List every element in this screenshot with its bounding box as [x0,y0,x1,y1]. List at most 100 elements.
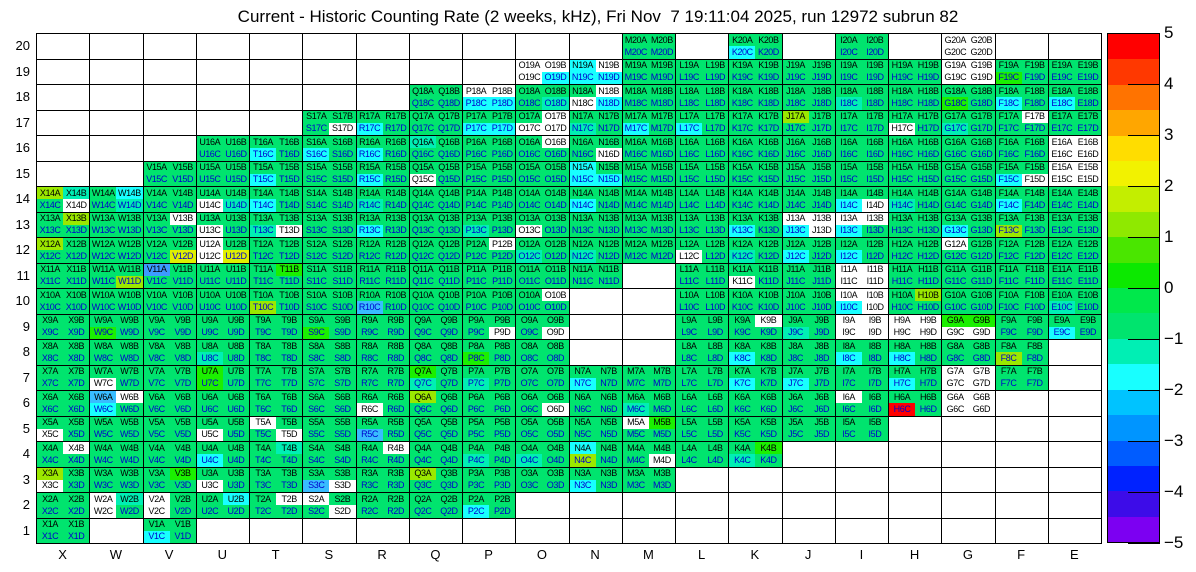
channel-m19c: M19C [622,71,649,84]
cell-m12: M12A M12B M12C M12D [622,238,676,264]
y-tick-label-15: 15 [15,165,30,181]
cell-h8: H8A H8B H8C H8D [889,340,943,366]
cell-q8: Q8A Q8B Q8C Q8D [409,340,463,366]
cell-o17: O17A O17B O17C O17D [516,110,570,136]
cell-e3 [1048,467,1102,493]
channel-g8d: G8D [968,352,995,365]
channel-o9c: O9C [516,326,543,339]
channel-i18b: I18B [861,85,888,98]
cell-g19: G19A G19B G19C G19D [942,59,996,85]
channel-l16c: L16C [676,148,703,161]
cell-h15: H15A H15B H15C H15D [889,161,943,187]
cell-e5 [1048,416,1102,442]
channel-v11b: V11B [169,263,196,276]
channel-o3b: O3B [542,467,569,480]
cell-j16: J16A J16B J16C J16D [782,136,836,162]
channel-g9a: G9A [942,314,969,327]
x-tick-label-n: N [590,547,600,562]
channel-u8c: U8C [196,352,223,365]
y-tick-label-1: 1 [22,522,30,538]
channel-q11c: Q11C [409,275,436,288]
channel-f9b: F9B [1021,314,1048,327]
channel-l10b: L10B [702,289,729,302]
cell-j1 [782,518,836,544]
channel-k10a: K10A [729,289,756,302]
channel-o11b: O11B [542,263,569,276]
channel-o3c: O3C [516,479,543,492]
colorbar-tick-label-0: 0 [1164,278,1174,297]
x-tick-label-x: X [58,547,67,562]
channel-p12d: P12D [489,250,516,263]
channel-o12c: O12C [516,250,543,263]
channel-o18d: O18D [542,97,569,110]
channel-i11a: I11A [835,263,862,276]
channel-o12a: O12A [516,238,543,251]
x-tick-label-l: L [698,547,706,562]
cell-h3 [889,467,943,493]
channel-x5c: X5C [37,428,64,441]
channel-u3d: U3D [222,479,249,492]
channel-n6b: N6B [595,391,622,404]
cell-j18: J18A J18B J18C J18D [782,85,836,111]
channel-l4a: L4A [676,442,703,455]
channel-h18b: H18B [915,85,942,98]
channel-j8d: J8D [808,352,835,365]
channel-t9d: T9D [276,326,303,339]
channel-w2a: W2A [90,493,117,506]
channel-q15a: Q15A [409,161,436,174]
channel-m5c: M5C [622,428,649,441]
channel-q16d: Q16D [435,148,462,161]
cell-x5: X5A X5B X5C X5D [37,416,91,442]
channel-j9b: J9B [808,314,835,327]
channel-u13a: U13A [196,212,223,225]
cell-w9: W9A W9B W9C W9D [90,314,144,340]
channel-k7c: K7C [729,377,756,390]
channel-o5c: O5C [516,428,543,441]
channel-w14b: W14B [116,187,143,200]
channel-l10a: L10A [676,289,703,302]
channel-k19a: K19A [729,59,756,72]
channel-j12b: J12B [808,238,835,251]
channel-f12d: F12D [1021,250,1048,263]
channel-i9b: I9B [861,314,888,327]
cell-f1 [995,518,1049,544]
cell-l2 [676,493,730,519]
channel-i16a: I16A [835,136,862,149]
channel-s2b: S2B [329,493,356,506]
cell-g16: G16A G16B G16C G16D [942,136,996,162]
channel-l9b: L9B [702,314,729,327]
channel-q16b: Q16B [435,136,462,149]
cell-e17: E17A E17B E17C E17D [1048,110,1102,136]
channel-h15a: H15A [889,161,916,174]
cell-q18: Q18A Q18B Q18C Q18D [409,85,463,111]
channel-u10b: U10B [222,289,249,302]
x-tick-label-q: Q [430,547,441,562]
channel-e18d: E18D [1074,97,1101,110]
cell-n20 [569,34,623,60]
channel-t12a: T12A [250,238,277,251]
channel-s5c: S5C [303,428,330,441]
channel-w6d: W6D [116,403,143,416]
channel-v10b: V10B [169,289,196,302]
channel-r17b: R17B [382,110,409,123]
channel-w4d: W4D [116,454,143,467]
channel-r6c: R6C [356,403,383,416]
cell-f16: F16A F16B F16C F16D [995,136,1049,162]
channel-r16d: R16D [382,148,409,161]
cell-i18: I18A I18B I18C I18D [835,85,889,111]
channel-s3d: S3D [329,479,356,492]
channel-s16c: S16C [303,148,330,161]
cell-w20 [90,34,144,60]
channel-p15b: P15B [489,161,516,174]
channel-k12b: K12B [755,238,782,251]
channel-f17a: F17A [995,110,1022,123]
channel-r11a: R11A [356,263,383,276]
y-tick-label-19: 19 [15,63,30,79]
colorbar-band-13 [1108,364,1159,390]
channel-i12b: I12B [861,238,888,251]
cell-v16 [143,136,197,162]
channel-t5c: T5C [250,428,277,441]
cell-s12: S12A S12B S12C S12D [303,238,357,264]
channel-e13b: E13B [1074,212,1101,225]
channel-x1d: X1D [63,530,90,543]
